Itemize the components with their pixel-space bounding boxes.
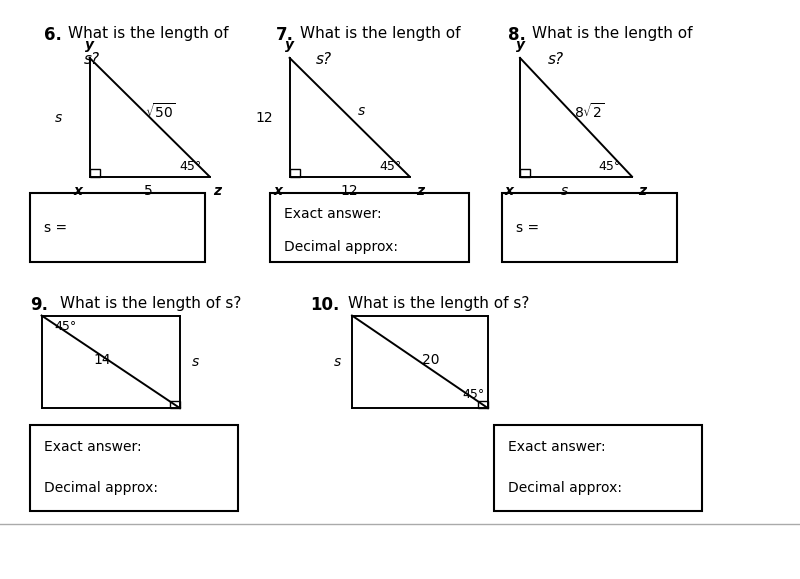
- Text: s?: s?: [84, 52, 100, 67]
- Text: 10.: 10.: [310, 296, 340, 314]
- Text: What is the length of s?: What is the length of s?: [348, 296, 530, 312]
- Text: 12: 12: [341, 184, 358, 198]
- Text: What is the length of: What is the length of: [300, 26, 461, 41]
- Text: s: s: [192, 355, 199, 369]
- Text: 5: 5: [144, 184, 152, 198]
- Text: 9.: 9.: [30, 296, 48, 314]
- Text: $\sqrt{50}$: $\sqrt{50}$: [145, 102, 175, 120]
- Text: 12: 12: [255, 111, 273, 124]
- Text: s: s: [334, 355, 341, 369]
- Text: s?: s?: [548, 52, 564, 67]
- Text: Exact answer:: Exact answer:: [508, 440, 606, 454]
- Text: 45°: 45°: [179, 160, 202, 173]
- Text: Exact answer:: Exact answer:: [44, 440, 142, 454]
- Text: $8\sqrt{2}$: $8\sqrt{2}$: [574, 102, 605, 120]
- Text: What is the length of: What is the length of: [68, 26, 229, 41]
- Text: 20: 20: [422, 353, 439, 367]
- Text: s: s: [358, 104, 366, 118]
- Text: s: s: [54, 111, 62, 124]
- Text: 8.: 8.: [508, 26, 526, 44]
- FancyBboxPatch shape: [502, 193, 677, 262]
- Text: 14: 14: [94, 353, 111, 367]
- FancyBboxPatch shape: [270, 193, 469, 262]
- Text: s =: s =: [516, 221, 539, 234]
- Text: Decimal approx:: Decimal approx:: [44, 481, 158, 494]
- FancyBboxPatch shape: [30, 193, 205, 262]
- Text: s?: s?: [316, 52, 332, 67]
- Text: z: z: [214, 184, 222, 198]
- Text: x: x: [274, 184, 283, 198]
- Text: y: y: [285, 38, 294, 52]
- Text: Exact answer:: Exact answer:: [284, 207, 382, 221]
- Text: 6.: 6.: [44, 26, 62, 44]
- Text: y: y: [515, 38, 525, 52]
- Text: 7.: 7.: [276, 26, 294, 44]
- Text: 45°: 45°: [462, 388, 485, 401]
- Text: s: s: [561, 184, 569, 198]
- FancyBboxPatch shape: [494, 425, 702, 511]
- Text: 45°: 45°: [598, 160, 621, 173]
- FancyBboxPatch shape: [30, 425, 238, 511]
- Text: x: x: [504, 184, 514, 198]
- Text: What is the length of: What is the length of: [532, 26, 693, 41]
- Text: 45°: 45°: [54, 320, 77, 332]
- Text: x: x: [74, 184, 83, 198]
- Text: y: y: [85, 38, 94, 52]
- Text: s =: s =: [44, 221, 67, 234]
- Text: What is the length of s?: What is the length of s?: [60, 296, 242, 312]
- Text: 45°: 45°: [379, 160, 402, 173]
- Text: z: z: [638, 184, 646, 198]
- Text: Decimal approx:: Decimal approx:: [284, 240, 398, 254]
- Text: Decimal approx:: Decimal approx:: [508, 481, 622, 494]
- Text: z: z: [416, 184, 424, 198]
